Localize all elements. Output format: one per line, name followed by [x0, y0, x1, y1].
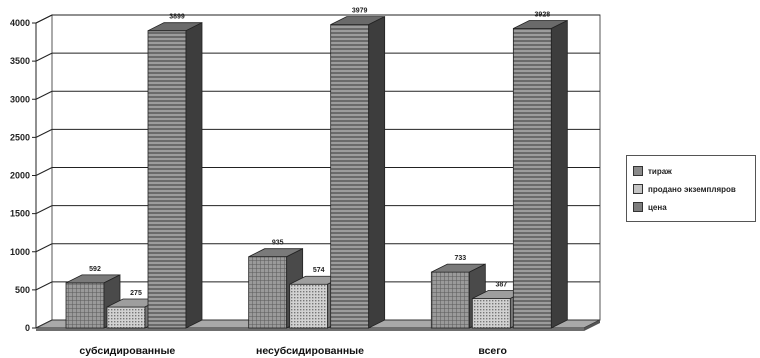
floor-edge-side [584, 320, 600, 331]
bar-0-2 [147, 22, 203, 329]
y-axis-ticks: 0 500 1000 1500 2000 2500 3000 3500 4000 [10, 18, 37, 333]
data-label-1-1: 574 [313, 267, 325, 274]
category-label-2: всего [478, 345, 507, 357]
data-label-0-1: 275 [130, 290, 142, 297]
bar-front-2-1 [471, 298, 511, 329]
tick-label-3500: 3500 [10, 56, 30, 66]
tick-label-3000: 3000 [10, 94, 30, 104]
bars-group [65, 15, 568, 329]
gridline-side-2000 [35, 167, 53, 176]
gridline-side-3500 [35, 52, 53, 62]
bar-front-1-0 [248, 256, 288, 329]
bar-2-0 [430, 263, 486, 329]
bar-1-1 [289, 275, 345, 329]
bar-side-2-2 [550, 19, 568, 329]
bar-0-0 [65, 274, 121, 329]
data-label-0-0: 592 [89, 266, 101, 273]
data-label-2-2: 3928 [535, 11, 551, 18]
gridline-side-1500 [35, 205, 53, 215]
data-label-2-1: 387 [495, 281, 507, 288]
bar-front-0-2 [147, 30, 187, 329]
bar-side-0-2 [185, 22, 203, 329]
bar-1-2 [330, 15, 386, 329]
bar-side-1-2 [368, 15, 386, 329]
category-label-1: несубсидированные [256, 345, 364, 357]
tick-label-500: 500 [15, 285, 30, 295]
legend-swatch-0 [633, 166, 643, 176]
tick-label-4000: 4000 [10, 18, 30, 28]
tick-label-1500: 1500 [10, 209, 30, 219]
bar-front-1-2 [330, 24, 370, 329]
legend-item-0: тираж [633, 162, 751, 180]
tick-label-2000: 2000 [10, 171, 30, 181]
bar-front-2-2 [512, 28, 552, 329]
data-labels: 592 275 3899 935 574 3979 733 387 3928 [89, 8, 550, 297]
legend-swatch-2 [633, 202, 643, 212]
tick-label-0: 0 [25, 323, 30, 333]
tick-label-2500: 2500 [10, 132, 30, 142]
x-axis-categories: субсидированные несубсидированные всего [79, 345, 507, 357]
gridline-side-500 [35, 281, 53, 291]
gridline-side-2500 [35, 128, 53, 138]
category-label-0: субсидированные [79, 345, 175, 357]
data-label-1-0: 935 [272, 240, 284, 247]
legend: тираж продано экземпляров цена [626, 155, 756, 222]
bar-2-2 [512, 19, 568, 329]
data-label-1-2: 3979 [352, 8, 368, 15]
gridline-side-1000 [35, 243, 53, 253]
legend-label-0: тираж [648, 166, 672, 176]
bar-front-0-0 [65, 282, 105, 329]
data-label-0-2: 3899 [169, 14, 185, 21]
bar-front-2-0 [430, 271, 470, 329]
legend-item-1: продано экземпляров [633, 180, 751, 198]
legend-item-2: цена [633, 198, 751, 216]
floor-edge [36, 328, 584, 331]
data-label-2-0: 733 [454, 255, 466, 262]
bar-front-0-1 [106, 306, 146, 329]
legend-label-2: цена [648, 202, 667, 212]
bar-front-1-1 [289, 283, 329, 329]
legend-label-1: продано экземпляров [648, 184, 736, 194]
gridline-side-4000 [35, 14, 53, 24]
tick-label-1000: 1000 [10, 247, 30, 257]
gridline-side-3000 [35, 90, 53, 100]
legend-swatch-1 [633, 184, 643, 194]
